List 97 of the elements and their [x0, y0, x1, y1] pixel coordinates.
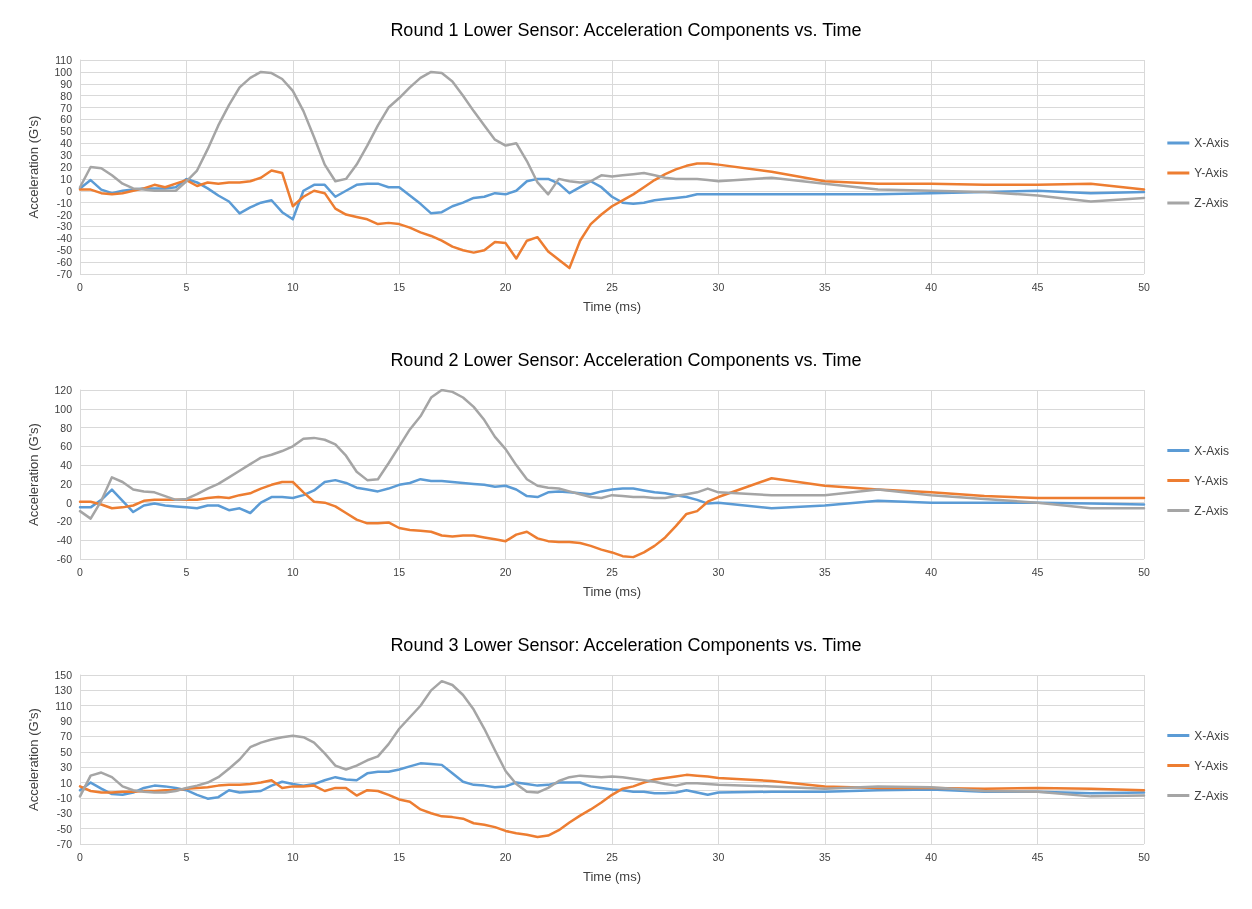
y-tick-label: 10	[60, 776, 73, 789]
y-tick-label: 50	[60, 745, 73, 758]
y-tick-label: 20	[60, 161, 73, 173]
chart-title: Round 1 Lower Sensor: Acceleration Components vs. Time	[390, 20, 862, 40]
y-tick-label: 40	[60, 137, 73, 150]
x-tick-label: 30	[712, 281, 725, 293]
y-tick-label: -60	[56, 256, 73, 269]
y-tick-label: 120	[54, 384, 73, 396]
y-tick-label: -70	[56, 838, 73, 850]
x-tick-label: 15	[393, 566, 406, 578]
y-tick-label: 0	[66, 496, 73, 509]
y-tick-label: 60	[60, 113, 73, 126]
line-series	[78, 679, 1146, 798]
line-series	[78, 477, 1146, 515]
x-tick-label: 5	[183, 851, 190, 863]
y-tick-label: -50	[56, 244, 73, 257]
x-tick-label: 50	[1138, 566, 1150, 578]
x-tick-label: 35	[818, 851, 831, 863]
y-tick-label: 30	[60, 761, 73, 774]
x-tick-label: 25	[606, 566, 618, 578]
y-tick-label: -20	[56, 515, 73, 528]
x-tick-label: 35	[818, 566, 831, 578]
x-tick-label: 50	[1138, 281, 1150, 293]
x-tick-label: 40	[925, 566, 938, 578]
y-axis-title: Acceleration (G's)	[26, 708, 41, 811]
x-tick-label: 40	[925, 851, 938, 863]
y-tick-label: -20	[56, 208, 73, 221]
chart-title: Round 2 Lower Sensor: Acceleration Components vs. Time	[390, 350, 862, 370]
x-tick-label: 30	[712, 851, 725, 863]
y-tick-label: 90	[60, 715, 73, 728]
y-tick-label: 30	[60, 149, 73, 162]
chart-title: Round 3 Lower Sensor: Acceleration Components vs. Time	[390, 635, 862, 655]
y-tick-label: 20	[60, 477, 73, 490]
legend-label: Y-Axis	[1194, 473, 1228, 488]
x-tick-label: 10	[286, 851, 299, 863]
line-series	[78, 177, 1146, 221]
x-tick-label: 20	[499, 851, 512, 863]
y-tick-label: -60	[56, 553, 73, 565]
y-tick-label: 100	[54, 65, 73, 78]
x-tick-label: 50	[1138, 851, 1150, 863]
x-tick-label: 0	[77, 566, 84, 578]
legend-label: X-Axis	[1194, 136, 1229, 150]
x-tick-label: 15	[393, 851, 406, 863]
legend-label: X-Axis	[1194, 728, 1229, 743]
y-axis-title: Acceleration (G's)	[26, 423, 41, 526]
y-tick-label: 70	[60, 101, 73, 114]
x-tick-label: 45	[1031, 566, 1044, 578]
x-tick-label: 20	[499, 281, 512, 293]
line-series	[78, 70, 1146, 203]
x-axis-title: Time (ms)	[582, 584, 642, 599]
x-tick-label: 25	[606, 281, 618, 293]
y-tick-label: -30	[56, 220, 73, 233]
y-tick-label: 110	[55, 699, 73, 712]
x-tick-label: 45	[1031, 851, 1044, 863]
y-tick-label: 70	[60, 730, 73, 743]
y-tick-label: 60	[60, 440, 73, 453]
y-tick-label: -70	[56, 268, 73, 280]
y-tick-label: -40	[56, 534, 73, 547]
y-tick-label: 0	[66, 184, 73, 197]
y-tick-label: -10	[56, 196, 73, 209]
y-tick-label: 50	[60, 125, 73, 138]
y-tick-label: -40	[56, 232, 73, 245]
legend-label: Y-Axis	[1194, 758, 1228, 773]
x-tick-label: 5	[183, 281, 190, 293]
y-tick-label: 80	[60, 89, 73, 102]
x-tick-label: 45	[1031, 281, 1044, 293]
y-tick-label: 40	[60, 459, 73, 472]
y-tick-label: -30	[56, 807, 73, 820]
y-tick-label: 100	[54, 402, 73, 415]
y-tick-label: 90	[60, 77, 73, 90]
legend-label: Y-Axis	[1194, 166, 1228, 180]
y-tick-label: 150	[54, 669, 73, 681]
line-series	[78, 162, 1146, 270]
y-tick-label: -10	[56, 791, 73, 804]
x-tick-label: 0	[77, 851, 84, 863]
y-tick-label: 110	[55, 54, 73, 66]
x-tick-label: 15	[393, 281, 406, 293]
legend-label: Z-Axis	[1194, 196, 1229, 210]
x-axis-title: Time (ms)	[582, 299, 642, 314]
legend-label: Z-Axis	[1194, 788, 1229, 803]
y-tick-label: 10	[60, 172, 73, 185]
x-tick-label: 10	[286, 566, 299, 578]
x-tick-label: 10	[286, 281, 299, 293]
y-tick-label: 130	[54, 684, 73, 697]
legend-label: Z-Axis	[1194, 503, 1229, 518]
y-tick-label: -50	[56, 822, 73, 835]
x-tick-label: 30	[712, 566, 725, 578]
x-tick-label: 5	[183, 566, 190, 578]
x-tick-label: 20	[499, 566, 512, 578]
x-tick-label: 0	[77, 281, 84, 293]
y-axis-title: Acceleration (G's)	[26, 115, 41, 219]
x-tick-label: 25	[606, 851, 618, 863]
x-tick-label: 35	[818, 281, 831, 293]
x-tick-label: 40	[925, 281, 938, 293]
x-axis-title: Time (ms)	[582, 869, 642, 884]
legend-label: X-Axis	[1194, 443, 1229, 458]
y-tick-label: 80	[60, 421, 73, 434]
